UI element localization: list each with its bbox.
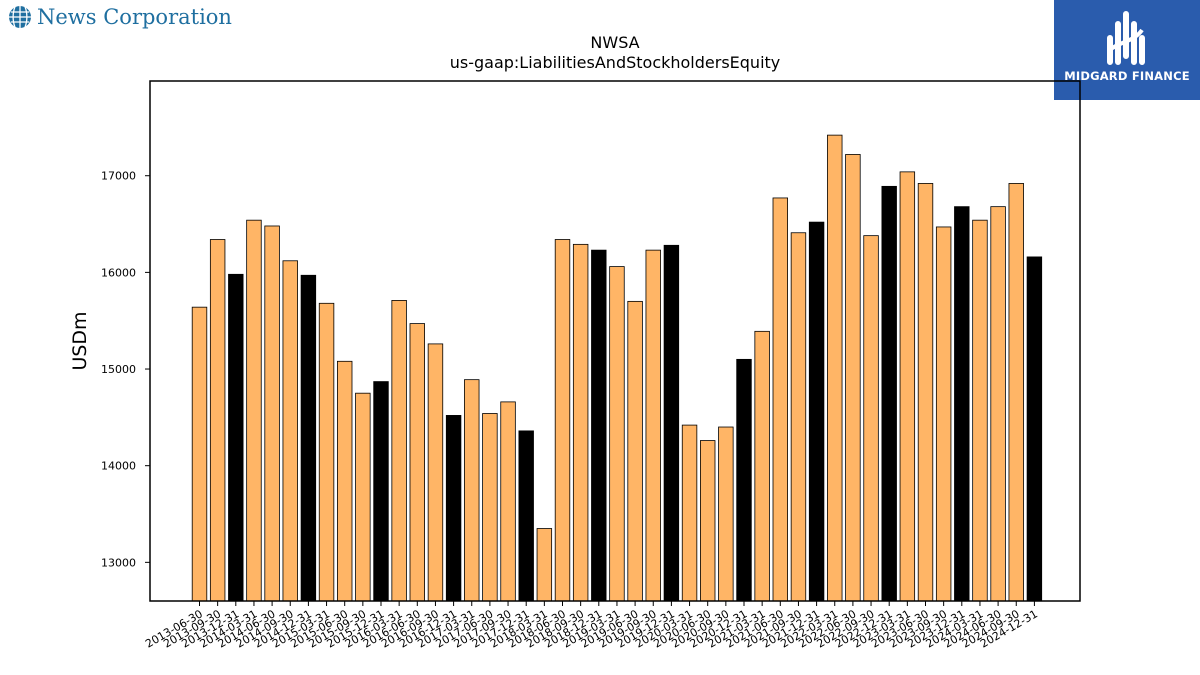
bar-2022-09-30 [863, 235, 879, 602]
bar-2020-09-30 [718, 426, 734, 602]
bar-2016-06-30 [409, 323, 426, 602]
chart-title: NWSA [590, 33, 639, 52]
y-tick-label: 15000 [101, 363, 136, 376]
midgard-logo-icon [1107, 11, 1145, 65]
bar-2023-03-31 [899, 171, 916, 602]
globe-icon [9, 6, 31, 28]
bar-2020-06-30 [700, 440, 716, 602]
bar-2013-12-31 [228, 273, 244, 602]
bar-2015-06-30 [336, 360, 353, 602]
bar-2024-12-31 [1026, 256, 1043, 602]
bar-2014-09-30 [282, 260, 298, 602]
bar-2017-06-30 [482, 413, 498, 602]
bar-2014-06-30 [264, 225, 280, 602]
bar-2023-12-31 [954, 206, 970, 602]
bar-2021-12-31 [808, 221, 825, 602]
y-tick-label: 16000 [101, 266, 136, 279]
bar-2016-09-30 [427, 343, 444, 602]
bar-2024-09-30 [1008, 183, 1024, 602]
bar-2018-03-31 [536, 528, 553, 602]
brand-logo: MIDGARD FINANCE [1054, 0, 1200, 100]
y-axis-label: USDm [69, 311, 91, 370]
bar-2017-09-30 [500, 401, 516, 602]
bar-2017-03-31 [464, 379, 480, 602]
x-axis: 2013-06-302013-09-302013-12-312014-03-31… [143, 601, 1040, 651]
y-axis: 13000 14000 15000 16000 17000 [101, 170, 150, 569]
company-name: News Corporation [37, 5, 232, 29]
bar-2024-06-30 [990, 206, 1006, 602]
bar-2019-09-30 [645, 249, 661, 602]
bar-2013-06-30 [191, 306, 208, 602]
brand-name: MIDGARD FINANCE [1064, 69, 1190, 83]
company-header: News Corporation [8, 5, 232, 29]
bar-2019-06-30 [627, 300, 643, 602]
bar-series [191, 134, 1043, 602]
y-tick-label: 14000 [101, 460, 136, 473]
bar-2015-12-31 [373, 381, 389, 602]
bar-2016-03-31 [391, 300, 407, 602]
bar-2024-03-31 [972, 219, 988, 602]
bar-2015-09-30 [355, 392, 371, 602]
bar-2023-09-30 [935, 226, 952, 602]
chart-subtitle: us-gaap:LiabilitiesAndStockholdersEquity [450, 53, 781, 72]
bar-2021-03-31 [754, 330, 770, 602]
bar-2022-03-31 [827, 134, 843, 602]
bar-2014-12-31 [300, 274, 317, 602]
y-tick-label: 13000 [101, 556, 136, 569]
bar-2022-06-30 [845, 154, 861, 602]
bar-2015-03-31 [318, 302, 335, 602]
bar-2018-12-31 [591, 249, 607, 602]
bar-2019-12-31 [663, 244, 680, 602]
bar-2020-03-31 [681, 424, 698, 602]
bar-2023-06-30 [917, 183, 934, 602]
plot-frame [149, 80, 1081, 602]
bar-2022-12-31 [881, 185, 897, 602]
bar-2021-09-30 [790, 232, 807, 602]
bar-2013-09-30 [209, 239, 226, 602]
bar-2019-03-31 [609, 266, 625, 602]
y-tick-label: 17000 [101, 170, 136, 183]
bar-2021-06-30 [772, 197, 789, 602]
bar-2014-03-31 [246, 219, 262, 602]
bar-2017-12-31 [518, 430, 534, 602]
bar-2020-12-31 [736, 358, 752, 602]
bar-2016-12-31 [445, 415, 462, 602]
bar-2018-06-30 [554, 239, 571, 602]
bar-2018-09-30 [572, 243, 589, 602]
